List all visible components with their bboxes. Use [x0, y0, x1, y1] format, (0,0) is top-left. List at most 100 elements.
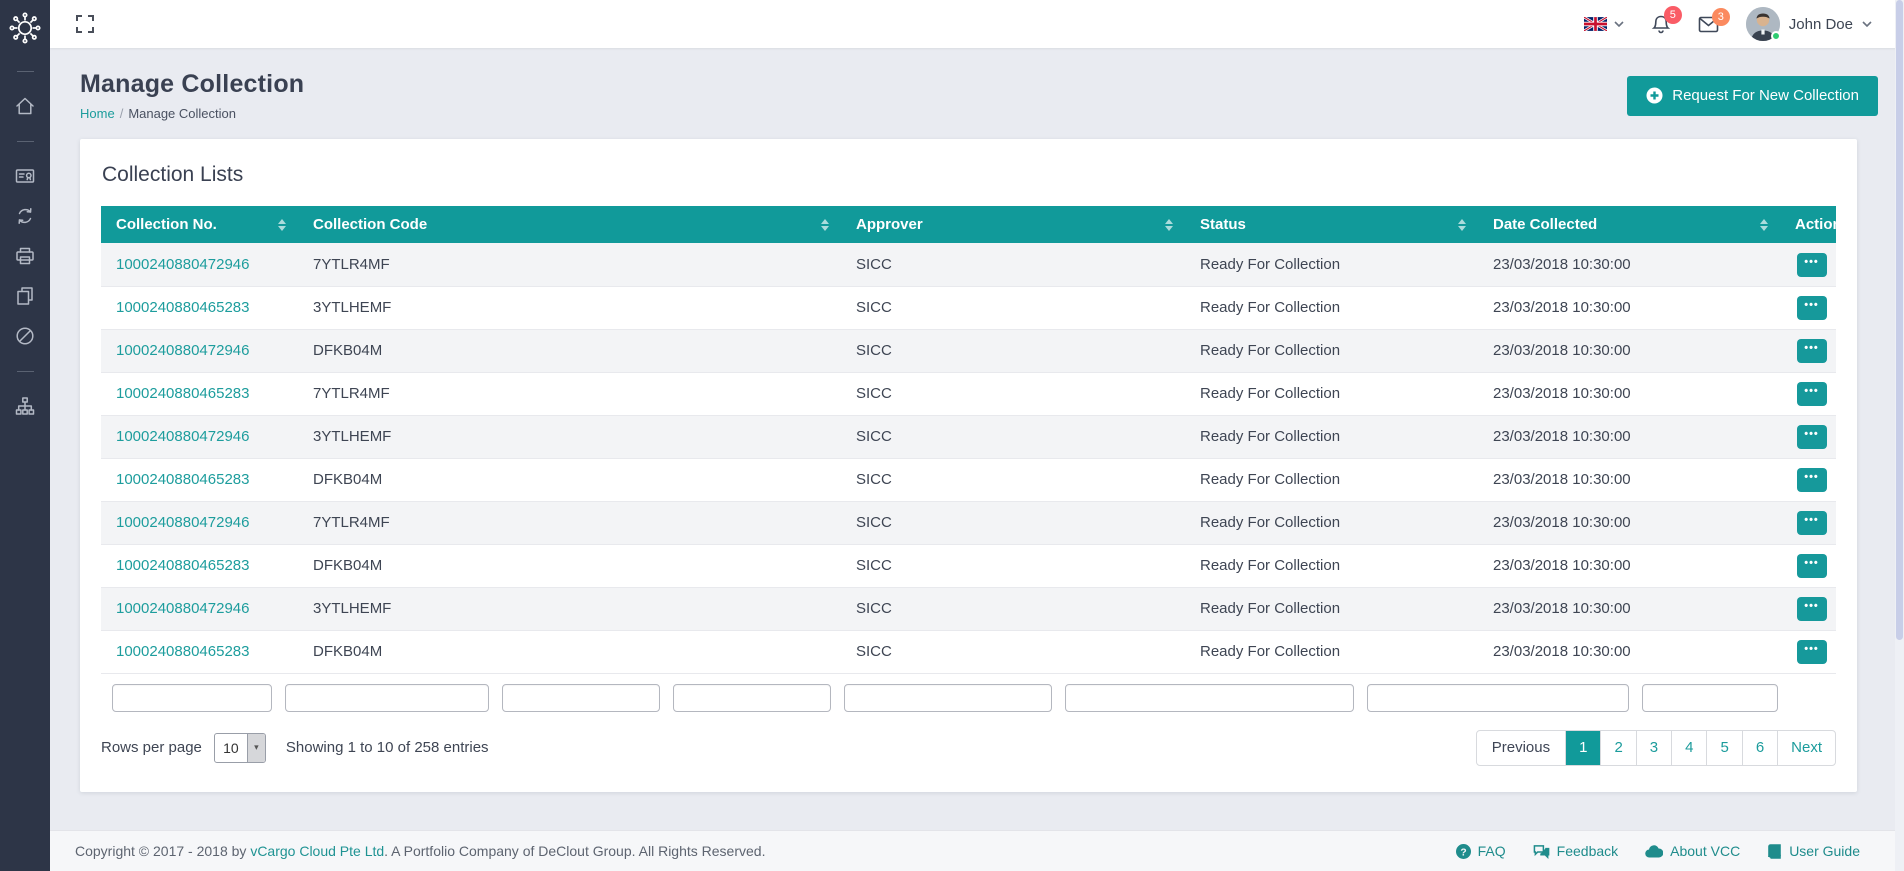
- cell-approver: SICC: [841, 286, 1185, 330]
- fullscreen-button[interactable]: [76, 15, 94, 33]
- pagination-page-2[interactable]: 2: [1601, 730, 1637, 765]
- faq-link[interactable]: ? FAQ: [1455, 843, 1506, 859]
- column-header-date-collected[interactable]: Date Collected: [1478, 206, 1780, 243]
- collection-no-link[interactable]: 1000240880472946: [116, 255, 250, 273]
- cell-approver: SICC: [841, 372, 1185, 416]
- ellipsis-icon: •••: [1804, 256, 1819, 268]
- row-actions-button[interactable]: •••: [1796, 295, 1827, 320]
- column-header-collection-code[interactable]: Collection Code: [298, 206, 841, 243]
- collection-no-link[interactable]: 1000240880465283: [116, 557, 250, 574]
- sync-icon: [18, 208, 32, 224]
- page-title: Manage Collection: [80, 70, 305, 98]
- cell-collection-no: 1000240880465283: [101, 630, 298, 674]
- main-content: Manage Collection Home / Manage Collection…: [50, 48, 1904, 830]
- table-row: 1000240880465283 DFKB04M SICC Ready For …: [101, 630, 1836, 674]
- cell-status: Ready For Collection: [1185, 286, 1478, 330]
- filter-input-3[interactable]: [502, 683, 660, 712]
- sidebar-item-home[interactable]: [14, 95, 36, 117]
- cell-collection-no: 1000240880465283: [101, 458, 298, 502]
- column-header-approver[interactable]: Approver: [841, 206, 1185, 243]
- cell-status: Ready For Collection: [1185, 372, 1478, 416]
- plus-circle-icon: [1646, 87, 1663, 104]
- row-actions-button[interactable]: •••: [1796, 510, 1827, 535]
- user-menu[interactable]: John Doe: [1745, 7, 1872, 41]
- row-actions-button[interactable]: •••: [1796, 338, 1827, 363]
- collection-no-link[interactable]: 1000240880472946: [116, 428, 250, 445]
- cell-collection-code: 7YTLR4MF: [298, 372, 841, 416]
- collection-no-link[interactable]: 1000240880465283: [116, 471, 250, 488]
- row-actions-button[interactable]: •••: [1796, 252, 1827, 277]
- messages-button[interactable]: 3: [1698, 7, 1730, 33]
- row-actions-button[interactable]: •••: [1796, 596, 1827, 621]
- row-actions-button[interactable]: •••: [1796, 381, 1827, 406]
- topbar-right: 5 3 John Doe: [1583, 5, 1872, 41]
- about-vcc-link[interactable]: About VCC: [1645, 843, 1740, 859]
- pagination-next[interactable]: Next: [1791, 739, 1822, 756]
- cell-collection-code: DFKB04M: [298, 630, 841, 674]
- request-new-collection-button[interactable]: Request For New Collection: [1627, 75, 1878, 116]
- filter-input-8[interactable]: [1642, 683, 1778, 712]
- row-actions-button[interactable]: •••: [1796, 424, 1827, 449]
- filter-input-1[interactable]: [112, 683, 272, 712]
- filter-input-7[interactable]: [1367, 683, 1629, 712]
- collection-no-link[interactable]: 1000240880472946: [116, 600, 250, 617]
- ellipsis-icon: •••: [1804, 643, 1819, 656]
- row-actions-button[interactable]: •••: [1796, 553, 1827, 578]
- cell-approver: SICC: [841, 415, 1185, 459]
- rows-per-page-select[interactable]: 10 ▾: [213, 732, 266, 763]
- cell-date-collected: 23/03/2018 10:30:00: [1478, 501, 1780, 545]
- chevron-down-icon: [1862, 21, 1872, 27]
- collection-no-link[interactable]: 1000240880465283: [116, 643, 250, 660]
- sidebar-item-copy[interactable]: [14, 285, 36, 307]
- row-actions-button[interactable]: •••: [1796, 639, 1827, 664]
- column-header-action: Action: [1780, 206, 1842, 243]
- table-row: 1000240880472946 DFKB04M SICC Ready For …: [101, 329, 1836, 373]
- pagination-page-1[interactable]: 1: [1566, 730, 1602, 765]
- notifications-button[interactable]: 5: [1651, 5, 1682, 35]
- cell-status: Ready For Collection: [1185, 587, 1478, 631]
- collection-no-link[interactable]: 1000240880472946: [116, 342, 250, 359]
- breadcrumb-home-link[interactable]: Home: [80, 106, 115, 121]
- filter-input-2[interactable]: [285, 683, 489, 712]
- cell-status: Ready For Collection: [1185, 544, 1478, 588]
- collection-no-link[interactable]: 1000240880472946: [116, 514, 250, 531]
- sidebar-item-certificate[interactable]: [14, 165, 36, 187]
- showing-entries-text: Showing 1 to 10 of 258 entries: [285, 739, 489, 756]
- sidebar-divider: [16, 141, 34, 142]
- pagination-page-6[interactable]: 6: [1743, 730, 1779, 765]
- filter-input-4[interactable]: [673, 683, 831, 712]
- cell-action: •••: [1780, 501, 1836, 545]
- pagination-page-3[interactable]: 3: [1637, 730, 1673, 765]
- pagination-previous[interactable]: Previous: [1477, 730, 1567, 765]
- pagination-page-5[interactable]: 5: [1707, 730, 1743, 765]
- user-guide-link[interactable]: User Guide: [1767, 843, 1860, 859]
- breadcrumb-current: Manage Collection: [128, 106, 236, 121]
- cell-collection-no: 1000240880472946: [101, 329, 298, 373]
- company-link[interactable]: vCargo Cloud Pte Ltd: [250, 843, 385, 859]
- pagination-page-4[interactable]: 4: [1672, 730, 1708, 765]
- scrollbar-thumb[interactable]: [1896, 0, 1903, 640]
- sidebar-item-print[interactable]: [14, 245, 36, 267]
- filter-input-6[interactable]: [1065, 683, 1354, 712]
- filter-input-5[interactable]: [844, 683, 1052, 712]
- feedback-link[interactable]: Feedback: [1533, 843, 1618, 859]
- collection-no-link[interactable]: 1000240880465283: [116, 385, 250, 402]
- column-header-collection-no[interactable]: Collection No.: [101, 206, 298, 243]
- language-selector[interactable]: [1583, 17, 1624, 31]
- page-scrollbar[interactable]: [1895, 0, 1904, 871]
- cell-action: •••: [1780, 286, 1836, 330]
- cell-date-collected: 23/03/2018 10:30:00: [1478, 587, 1780, 631]
- cell-approver: SICC: [841, 329, 1185, 373]
- column-header-status[interactable]: Status: [1185, 206, 1478, 243]
- row-actions-button[interactable]: •••: [1796, 467, 1827, 492]
- sidebar-item-ban[interactable]: [14, 325, 36, 347]
- user-photo: [1745, 7, 1780, 41]
- collection-no-link[interactable]: 1000240880465283: [116, 299, 250, 316]
- table-row: 1000240880465283 DFKB04M SICC Ready For …: [101, 544, 1836, 588]
- ellipsis-icon: •••: [1804, 428, 1819, 441]
- app-logo[interactable]: [0, 0, 50, 56]
- sidebar-item-sitemap[interactable]: [14, 395, 36, 417]
- sidebar-divider: [16, 371, 34, 372]
- table-row: 1000240880472946 7YTLR4MF SICC Ready For…: [101, 501, 1836, 545]
- sidebar-item-sync[interactable]: [14, 205, 36, 227]
